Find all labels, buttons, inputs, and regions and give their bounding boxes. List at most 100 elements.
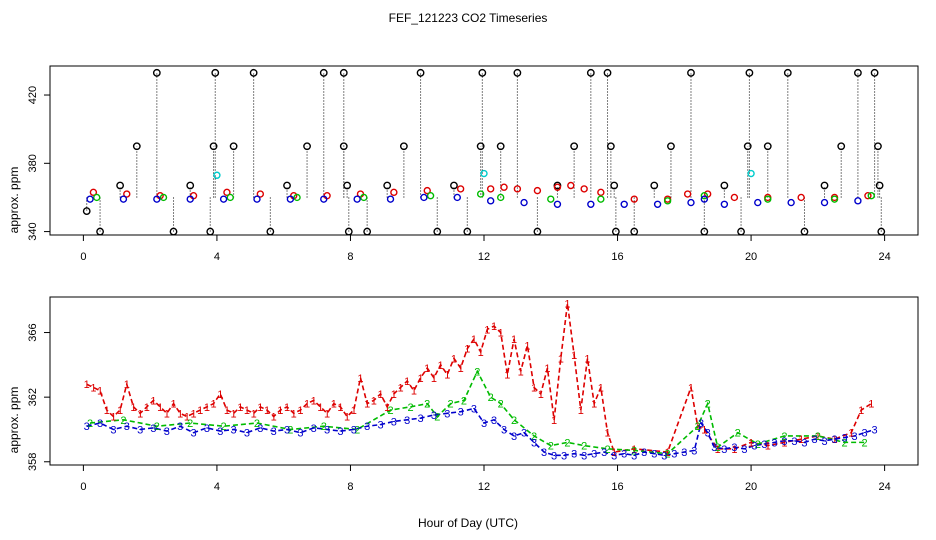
series-2-point: 2 [474,366,480,378]
black-point [463,227,472,236]
series-3-point: 3 [391,416,397,428]
series-2-point: 2 [511,415,517,427]
bottom-plot-frame [49,296,919,466]
black-point [152,68,161,77]
black-point [344,227,353,236]
series-3-point: 3 [337,426,343,438]
series-3-point: 3 [651,449,657,461]
series-3-point: 3 [444,408,450,420]
series-1-point: 1 [231,408,237,420]
series-3-point: 3 [244,428,250,440]
series-1-point: 1 [551,415,557,427]
top-x-tick-label: 0 [80,251,86,263]
series-3-point: 3 [541,447,547,459]
red-point [486,185,495,193]
blue-point [820,198,829,207]
series-3-point: 3 [711,442,717,454]
blue-point [620,200,628,208]
black-point [399,142,408,151]
series-1-point: 1 [564,298,570,310]
red-point [123,190,131,198]
series-3-point: 3 [531,437,537,449]
black-point [339,142,348,151]
red-point [533,186,542,195]
series-2-point: 2 [434,412,440,424]
green-point [496,193,505,202]
top-x-tick-label: 20 [745,251,757,263]
green-point [867,192,875,200]
series-3-point: 3 [458,407,464,419]
bottom-x-tick-label: 20 [745,481,757,493]
series-1-point: 1 [484,324,490,336]
black-point [854,68,862,77]
red-point [500,183,508,191]
series-3-point: 3 [217,426,223,438]
series-3-point: 3 [511,431,517,443]
bottom-x-tick-label: 16 [611,481,623,493]
series-2-point: 2 [321,421,327,433]
series-3-point: 3 [771,437,777,449]
series-1-point: 1 [715,444,721,456]
series-1-point: 1 [798,434,804,446]
red-point [683,190,692,198]
black-point [476,142,485,151]
series-2-point: 2 [735,428,741,440]
series-3-point: 3 [84,421,90,433]
series-1-point: 1 [598,382,604,394]
blue-point [119,195,128,203]
series-3-point: 3 [761,439,767,451]
series-1-point: 1 [104,405,110,417]
series-1-point: 1 [237,402,243,414]
series-2-point: 2 [781,431,787,443]
red-point [256,190,265,198]
blue-point [153,195,161,203]
series-3-point: 3 [601,447,607,459]
series-2-point: 2 [564,437,570,449]
black-point [96,227,104,236]
series-1-point: 1 [291,408,297,420]
top-x-tick-label: 4 [214,251,220,263]
black-point [874,142,882,151]
series-1-point: 1 [404,376,410,388]
series-1-point: 1 [351,405,357,417]
blue-point [420,193,428,202]
black-point [611,227,620,236]
black-point [343,181,352,190]
black-point [630,227,639,236]
series-1-point: 1 [524,340,530,352]
bottom-y-tick-label: 358 [27,453,39,471]
series-3-line [86,407,875,457]
top-y-tick-label: 420 [27,86,39,104]
cyan-point [747,169,755,178]
red-point [89,188,98,197]
green-point [476,190,485,198]
bottom-y-axis: 358 362 366 [27,323,50,471]
series-1-point: 1 [117,405,123,417]
black-point [745,68,754,77]
black-point [650,181,659,190]
blue-point [320,195,328,203]
series-3-point: 3 [811,434,817,446]
series-2-point: 2 [815,431,821,443]
series-1-point: 1 [478,347,484,359]
series-1-point: 1 [110,412,116,424]
bottom-y-tick-label: 366 [27,323,39,341]
blue-point [86,195,94,203]
red-point [630,195,638,203]
series-1-point: 1 [130,402,136,414]
series-1-point: 1 [331,399,337,411]
series-3-point: 3 [351,424,357,436]
series-1-point: 1 [384,402,390,414]
blue-point [553,200,562,208]
series-1-point: 1 [518,366,524,378]
series-3-point: 3 [621,449,627,461]
series-1-point: 1 [858,405,864,417]
series-1-point: 1 [297,405,303,417]
series-3-point: 3 [791,436,797,448]
series-1-point: 1 [411,386,417,398]
series-2-point: 2 [461,395,467,407]
top-x-tick-label: 24 [878,251,890,263]
series-2-point: 2 [581,441,587,453]
series-1-point: 1 [665,447,671,459]
red-point [864,192,872,200]
